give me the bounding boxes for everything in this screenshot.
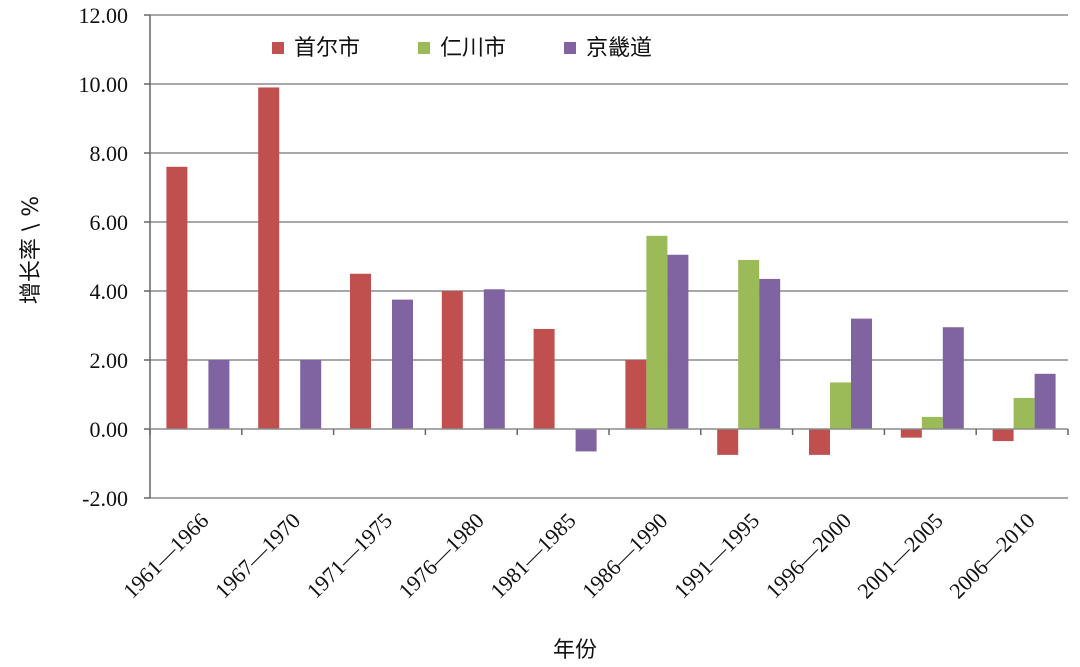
- x-tick-label: 1996—2000: [761, 508, 856, 603]
- bar-0-6: [717, 429, 739, 455]
- legend-label-2: 京畿道: [586, 36, 652, 61]
- y-tick-label: 10.00: [79, 72, 129, 97]
- bar-2-8: [942, 327, 964, 429]
- y-axis-label: 增长率 \ %: [19, 196, 44, 304]
- x-tick-label: 2006—2010: [944, 508, 1039, 603]
- legend-label-0: 首尔市: [294, 36, 360, 61]
- x-axis-label: 年份: [553, 638, 597, 663]
- x-tick-label: 1967—1970: [210, 508, 305, 603]
- y-tick-label: 4.00: [90, 279, 129, 304]
- y-tick-label: -2.00: [82, 486, 128, 511]
- bar-1-6: [738, 259, 760, 429]
- bar-0-7: [809, 429, 830, 455]
- x-tick-label: 1981—1985: [485, 508, 580, 603]
- bar-2-5: [667, 254, 689, 429]
- bar-0-1: [258, 87, 280, 429]
- bar-2-4: [575, 429, 597, 452]
- bar-2-3: [483, 289, 505, 429]
- bar-0-4: [533, 328, 555, 429]
- legend-label-1: 仁川市: [440, 36, 506, 61]
- x-tick-label: 1991—1995: [669, 508, 764, 603]
- bar-1-5: [646, 235, 668, 429]
- x-tick-label: 1976—1980: [393, 508, 488, 603]
- bar-1-8: [921, 416, 943, 429]
- bar-0-3: [441, 291, 463, 429]
- x-tick-label: 1986—1990: [577, 508, 672, 603]
- y-axis-ticks: 12.00 10.00 8.00 6.00 4.00 2.00 0.00 -2.00: [79, 3, 150, 511]
- y-tick-label: 2.00: [90, 348, 129, 373]
- bar-2-6: [759, 278, 781, 429]
- bar-0-5: [625, 360, 647, 429]
- bar-0-9: [992, 429, 1014, 442]
- legend-swatch-2: [564, 42, 576, 54]
- x-axis-ticks: 1961—19661967—19701971—19751976—19801981…: [118, 508, 1040, 603]
- bar-2-7: [851, 318, 872, 429]
- legend-swatch-0: [272, 42, 284, 54]
- bars: [166, 87, 1056, 455]
- y-tick-label: 8.00: [90, 141, 129, 166]
- x-tick-label: 1971—1975: [302, 508, 397, 603]
- bar-1-9: [1013, 397, 1035, 429]
- bar-2-0: [208, 360, 230, 429]
- y-tick-label: 6.00: [90, 210, 129, 235]
- bar-2-2: [392, 299, 413, 429]
- legend-swatch-1: [418, 42, 430, 54]
- y-tick-label: 12.00: [79, 3, 129, 28]
- legend: 首尔市 仁川市 京畿道: [272, 36, 652, 61]
- y-tick-label: 0.00: [90, 417, 129, 442]
- bar-0-8: [900, 429, 922, 438]
- bar-1-7: [830, 382, 851, 429]
- axes: [149, 15, 1069, 498]
- bar-0-2: [350, 273, 371, 429]
- x-tick-label: 2001—2005: [852, 508, 947, 603]
- bar-0-0: [166, 166, 188, 430]
- bar-2-9: [1034, 373, 1056, 429]
- x-tick-label: 1961—1966: [118, 508, 213, 603]
- bar-2-1: [300, 360, 322, 429]
